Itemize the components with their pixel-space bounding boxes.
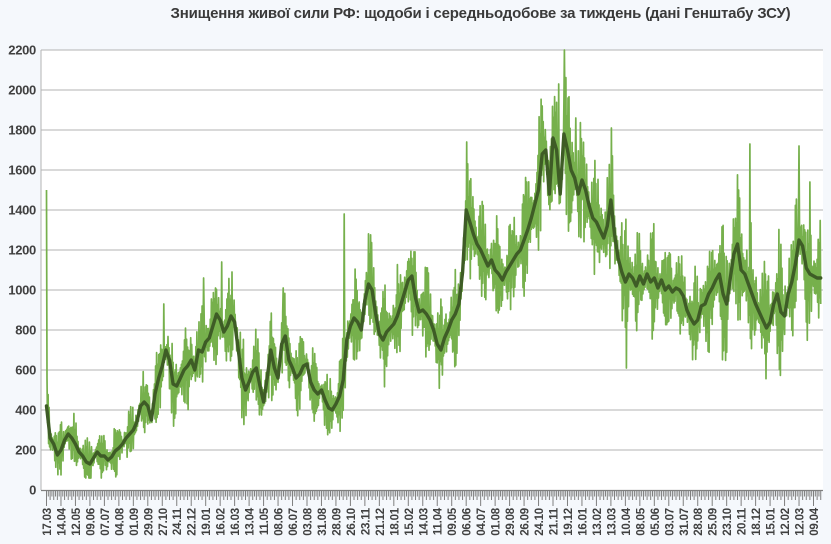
x-tick-label: 13.03	[606, 508, 618, 536]
x-tick-label: 04.08	[114, 507, 126, 536]
x-tick-label: 11.05	[259, 507, 271, 535]
x-tick-label: 16.03	[230, 508, 242, 536]
x-tick-label: 14.03	[418, 508, 430, 536]
x-tick-label: 18.01	[389, 507, 401, 536]
x-tick-label: 09.06	[85, 508, 97, 536]
x-tick-label: 17.03	[42, 508, 54, 536]
x-tick-label: 23.11	[360, 507, 372, 535]
y-axis-labels: 0 200 400 600 800 1000 1200 1400 1600 1800 2000 220…	[8, 43, 36, 498]
y-tick-label: 0	[29, 483, 36, 498]
x-tick-label: 19.01	[201, 507, 213, 536]
x-tick-label: 12.05	[71, 507, 83, 536]
x-tick-label: 01.09	[129, 508, 141, 536]
x-tick-label: 24.10	[534, 508, 546, 536]
x-tick-label: 12.02	[780, 508, 792, 536]
x-tick-label: 21.11	[549, 507, 561, 535]
x-tick-label: 03.08	[303, 507, 315, 536]
y-tick-label: 1000	[8, 283, 36, 298]
x-tick-label: 18.12	[751, 508, 763, 536]
x-tick-label: 20.11	[737, 507, 749, 535]
x-tick-label: 24.11	[172, 507, 184, 535]
y-tick-label: 200	[15, 443, 36, 458]
y-tick-label: 400	[15, 403, 36, 418]
x-axis-ticks	[46, 491, 822, 506]
y-tick-label: 800	[15, 323, 36, 338]
y-tick-label: 1400	[8, 203, 36, 218]
x-tick-label: 23.10	[722, 508, 734, 536]
x-tick-label: 26.09	[520, 508, 532, 536]
y-tick-label: 600	[15, 363, 36, 378]
x-tick-label: 15.02	[404, 508, 416, 536]
x-tick-label: 01.08	[491, 507, 503, 536]
x-tick-label: 06.07	[288, 508, 300, 536]
x-tick-label: 04.07	[476, 508, 488, 536]
x-tick-label: 19.12	[563, 508, 575, 536]
y-tick-label: 2200	[8, 43, 36, 58]
x-tick-label: 25.09	[708, 508, 720, 536]
weekly-average-line	[44, 132, 823, 466]
x-tick-label: 16.01	[578, 507, 590, 536]
x-tick-label: 09.04	[809, 507, 821, 536]
plot-area	[41, 50, 823, 490]
y-tick-label: 1600	[8, 163, 36, 178]
x-tick-label: 21.12	[375, 508, 387, 536]
x-tick-label: 29.08	[505, 507, 517, 536]
x-tick-label: 28.09	[331, 508, 343, 536]
x-axis-labels: 17.03 14.04 12.05 09.06 07.07 04.08 01.09 29.09…	[42, 507, 821, 536]
x-tick-label: 11.04	[433, 507, 445, 535]
x-tick-label: 27.10	[158, 508, 170, 536]
x-tick-label: 28.08	[693, 507, 705, 536]
y-tick-label: 1800	[8, 123, 36, 138]
x-tick-label: 03.07	[664, 508, 676, 536]
x-tick-label: 29.09	[143, 508, 155, 536]
x-tick-label: 31.08	[317, 507, 329, 536]
y-tick-label: 2000	[8, 83, 36, 98]
x-tick-label: 15.01	[766, 507, 778, 536]
x-tick-label: 06.06	[462, 508, 474, 536]
chart-title: Знищення живої сили РФ: щодоби і середнь…	[170, 5, 791, 22]
x-tick-label: 13.02	[592, 508, 604, 536]
x-tick-label: 12.03	[795, 508, 807, 536]
x-tick-label: 16.02	[216, 508, 228, 536]
x-tick-label: 22.12	[187, 508, 199, 536]
y-tick-label: 1200	[8, 243, 36, 258]
x-tick-label: 08.05	[635, 507, 647, 536]
x-tick-label: 09.05	[447, 507, 459, 536]
x-tick-label: 31.07	[679, 508, 691, 536]
x-tick-label: 10.04	[621, 507, 633, 536]
x-tick-label: 26.10	[346, 508, 358, 536]
x-tick-label: 08.06	[274, 508, 286, 536]
x-tick-label: 05.06	[650, 508, 662, 536]
x-tick-label: 13.04	[245, 507, 257, 536]
x-tick-label: 14.04	[57, 507, 69, 536]
x-tick-label: 07.07	[100, 508, 112, 536]
